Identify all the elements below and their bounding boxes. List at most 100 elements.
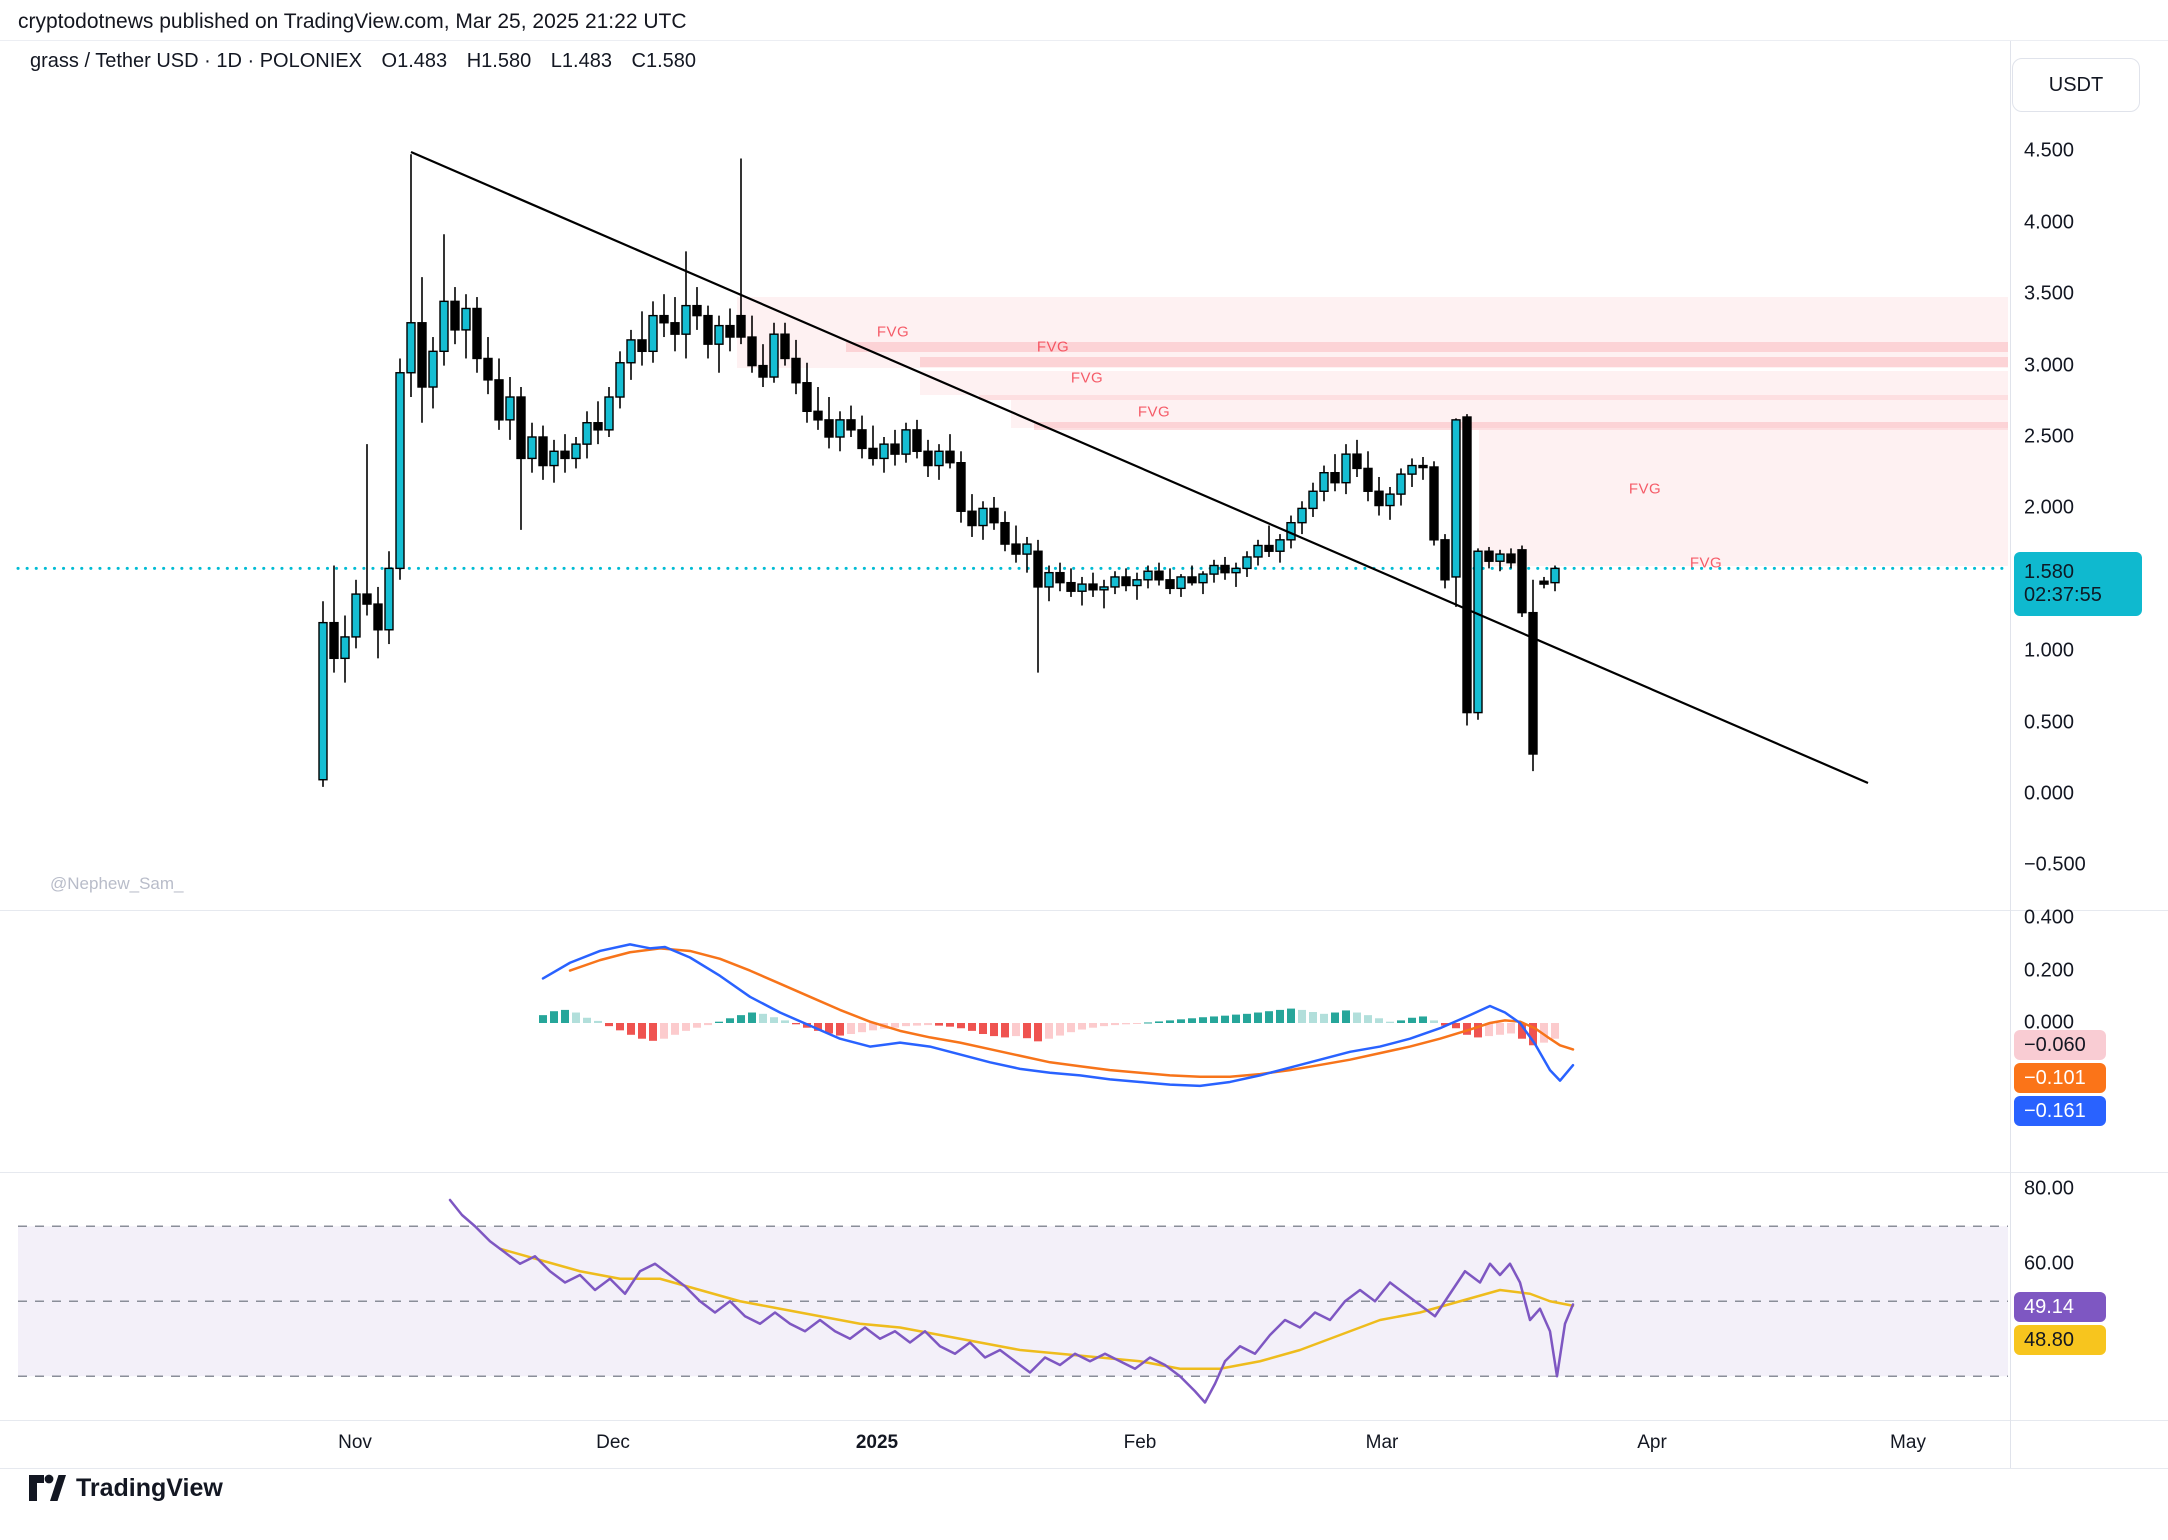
candle-up — [769, 333, 779, 378]
candle-down — [1517, 549, 1527, 614]
macd-histogram-bar — [1089, 1023, 1097, 1028]
price-axis-tick: 3.500 — [2024, 282, 2075, 305]
macd-histogram-bar — [902, 1023, 910, 1027]
macd-histogram-bar — [814, 1023, 822, 1031]
time-axis-label[interactable]: Mar — [1365, 1432, 1399, 1453]
macd-histogram-bar — [1474, 1023, 1482, 1038]
fvg-text-label: FVG — [876, 323, 910, 341]
time-axis-label[interactable]: Feb — [1123, 1432, 1157, 1453]
candle-up — [1407, 464, 1417, 475]
indicator-value-badge: −0.161 — [2014, 1096, 2106, 1126]
candle-up — [1297, 507, 1307, 524]
currency-toggle-button[interactable]: USDT — [2012, 58, 2140, 112]
candle-up — [318, 621, 328, 781]
descending-trendline[interactable] — [410, 150, 1869, 785]
candle-down — [417, 322, 427, 388]
symbol-title-row: grass / Tether USD · 1D · POLONIEX O1.48… — [30, 50, 696, 73]
macd-histogram-bar — [891, 1023, 899, 1028]
candle-down — [890, 443, 900, 455]
macd-histogram-bar — [1012, 1023, 1020, 1037]
candle-down — [1352, 453, 1362, 470]
candle-up — [1110, 576, 1120, 588]
macd-histogram-bar — [869, 1023, 877, 1031]
candle-down — [780, 333, 790, 360]
macd-histogram-bar — [792, 1023, 800, 1025]
macd-histogram-bar — [1331, 1012, 1339, 1023]
candle-down — [1363, 467, 1373, 492]
macd-histogram-bar — [1496, 1023, 1504, 1035]
bar-countdown: 02:37:55 — [2024, 584, 2102, 607]
macd-histogram-bar — [1100, 1023, 1108, 1027]
candle-down — [824, 419, 834, 438]
time-axis-label[interactable]: 2025 — [855, 1432, 899, 1453]
candle-up — [1341, 453, 1351, 484]
candle-down — [1539, 580, 1549, 585]
macd-histogram-bar — [583, 1017, 591, 1023]
candle-down — [1418, 464, 1428, 469]
macd-line — [541, 943, 1575, 1088]
candle-down — [1374, 490, 1384, 507]
candle-down — [362, 593, 372, 605]
price-axis-tick: 0.000 — [2024, 782, 2075, 805]
candle-up — [1550, 567, 1560, 584]
macd-histogram-bar — [1243, 1013, 1251, 1023]
macd-histogram-bar — [550, 1011, 558, 1023]
macd-signal-line — [568, 947, 1575, 1078]
candle-down — [703, 314, 713, 345]
candle-up — [1319, 472, 1329, 492]
time-axis-label[interactable]: Dec — [596, 1432, 630, 1453]
macd-histogram-bar — [968, 1023, 976, 1031]
candle-down — [1088, 583, 1098, 591]
macd-histogram-bar — [1023, 1023, 1031, 1039]
candle-down — [1011, 543, 1021, 555]
time-axis-label[interactable]: Nov — [338, 1432, 372, 1453]
candle-down — [373, 603, 383, 631]
candle-down — [758, 364, 768, 378]
candle-down — [1220, 564, 1230, 574]
macd-histogram-bar — [1155, 1021, 1163, 1023]
price-axis-tick: 1.000 — [2024, 639, 2075, 662]
tradingview-logo-icon — [29, 1474, 66, 1501]
price-axis-border — [2010, 41, 2011, 1468]
time-axis[interactable] — [0, 1421, 2168, 1468]
symbol-title[interactable]: grass / Tether USD · 1D · POLONIEX — [30, 50, 362, 72]
macd-histogram-bar — [726, 1018, 734, 1023]
candle-down — [791, 357, 801, 384]
candle-down — [1154, 570, 1164, 581]
tradingview-logo[interactable]: TradingView — [28, 1472, 223, 1504]
macd-histogram-bar — [737, 1015, 745, 1023]
fvg-text-label: FVG — [1137, 403, 1171, 421]
candle-up — [406, 322, 416, 374]
time-axis-label[interactable]: May — [1890, 1432, 1926, 1453]
panel-separator-macd[interactable] — [0, 910, 2168, 911]
candle-down — [1528, 611, 1538, 755]
candle-up — [978, 507, 988, 527]
time-axis-label[interactable]: Apr — [1637, 1432, 1667, 1453]
macd-histogram-bar — [1364, 1015, 1372, 1023]
macd-histogram-bar — [649, 1023, 657, 1041]
ohlc-high: H1.580 — [466, 50, 532, 72]
candle-down — [923, 450, 933, 467]
candle-down — [736, 314, 746, 338]
fvg-zone — [920, 371, 2008, 395]
candle-down — [670, 322, 680, 335]
candle-up — [1275, 539, 1285, 552]
candle-up — [1231, 567, 1241, 574]
candle-up — [835, 419, 845, 438]
candle-down — [483, 357, 493, 381]
macd-histogram-bar — [935, 1023, 943, 1026]
macd-histogram-bar — [1441, 1023, 1449, 1026]
macd-histogram-bar — [1397, 1020, 1405, 1023]
candle-up — [340, 636, 350, 660]
macd-histogram-bar — [1408, 1017, 1416, 1023]
attribution-text: cryptodotnews published on TradingView.c… — [18, 10, 687, 33]
panel-separator-rsi[interactable] — [0, 1172, 2168, 1173]
macd-histogram-bar — [1001, 1023, 1009, 1038]
macd-histogram-bar — [660, 1023, 668, 1039]
candle-up — [1396, 473, 1406, 495]
candle-down — [846, 419, 856, 431]
macd-histogram-bar — [1320, 1013, 1328, 1023]
macd-histogram-bar — [748, 1012, 756, 1023]
candle-down — [1121, 576, 1131, 587]
